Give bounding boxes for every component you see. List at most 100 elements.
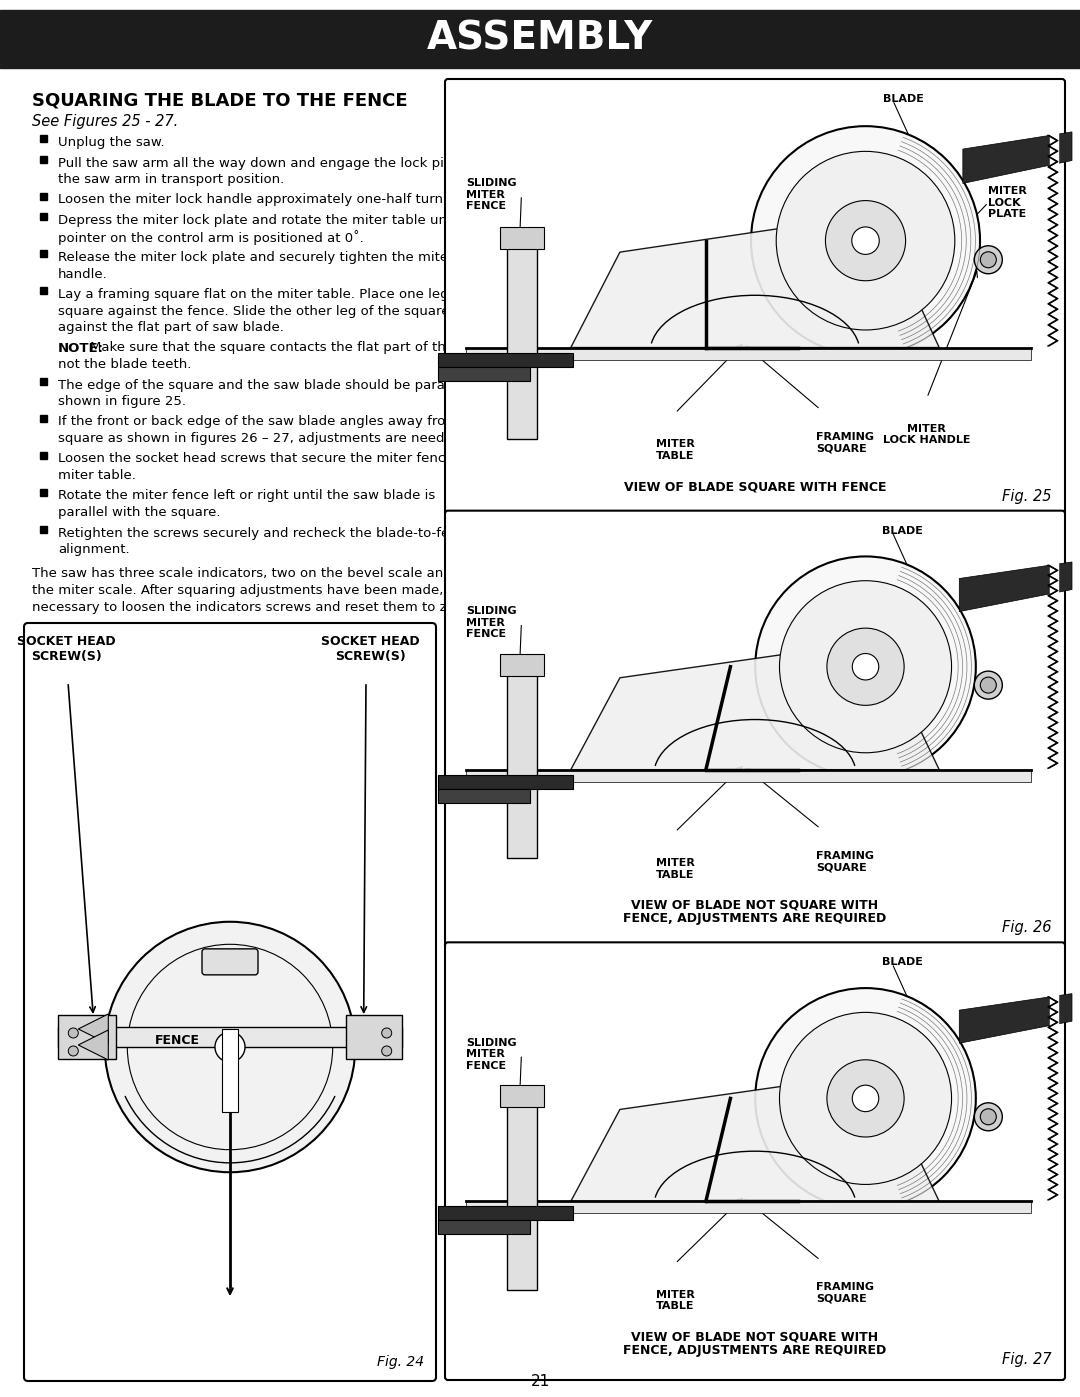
Text: the miter scale. After squaring adjustments have been made, it may be: the miter scale. After squaring adjustme…: [32, 584, 511, 597]
Circle shape: [381, 1046, 392, 1056]
Text: If the front or back edge of the saw blade angles away from the: If the front or back edge of the saw bla…: [58, 415, 484, 429]
Bar: [1050, 562, 1058, 771]
Circle shape: [981, 678, 997, 693]
Text: MITER
LOCK HANDLE: MITER LOCK HANDLE: [883, 423, 971, 446]
Text: MITER
TABLE: MITER TABLE: [656, 439, 694, 461]
Text: Make sure that the square contacts the flat part of the saw blade,: Make sure that the square contacts the f…: [91, 341, 530, 355]
Circle shape: [777, 151, 955, 330]
Bar: [40, 193, 48, 200]
Bar: [507, 655, 537, 858]
Circle shape: [827, 1060, 904, 1137]
Bar: [40, 525, 48, 532]
Circle shape: [755, 988, 976, 1208]
Text: SOCKET HEAD
SCREW(S): SOCKET HEAD SCREW(S): [16, 636, 116, 664]
Text: Release the miter lock plate and securely tighten the miter lock: Release the miter lock plate and securel…: [58, 251, 485, 264]
Text: FENCE: FENCE: [156, 1035, 200, 1048]
Bar: [438, 1207, 573, 1221]
Bar: [438, 1221, 530, 1235]
Text: against the flat part of saw blade.: against the flat part of saw blade.: [58, 321, 284, 334]
Text: FRAMING
SQUARE: FRAMING SQUARE: [816, 432, 875, 453]
Circle shape: [755, 556, 976, 777]
Text: Fig. 27: Fig. 27: [1002, 1352, 1052, 1368]
Circle shape: [780, 581, 951, 753]
Circle shape: [215, 1032, 245, 1062]
Text: The saw has three scale indicators, two on the bevel scale and one on: The saw has three scale indicators, two …: [32, 567, 502, 581]
Text: FENCE, ADJUSTMENTS ARE REQUIRED: FENCE, ADJUSTMENTS ARE REQUIRED: [623, 912, 887, 925]
Bar: [507, 1087, 537, 1289]
Text: MITER
TABLE: MITER TABLE: [656, 1289, 694, 1312]
FancyBboxPatch shape: [445, 80, 1065, 517]
Bar: [467, 348, 1031, 359]
Bar: [1050, 131, 1058, 349]
Text: MITER
LOCK
PLATE: MITER LOCK PLATE: [988, 186, 1027, 219]
Text: miter table.: miter table.: [58, 469, 136, 482]
Text: the saw arm in transport position.: the saw arm in transport position.: [58, 173, 284, 186]
Text: SLIDING
MITER
FENCE: SLIDING MITER FENCE: [467, 606, 517, 640]
Polygon shape: [571, 641, 940, 770]
Bar: [500, 1085, 543, 1108]
FancyBboxPatch shape: [202, 949, 258, 975]
Text: pointer on the control arm is positioned at 0˚.: pointer on the control arm is positioned…: [58, 231, 364, 246]
Circle shape: [105, 922, 355, 1172]
Text: square against the fence. Slide the other leg of the square: square against the fence. Slide the othe…: [58, 305, 449, 317]
Text: not the blade teeth.: not the blade teeth.: [58, 358, 191, 372]
Text: square as shown in figures 26 – 27, adjustments are needed.: square as shown in figures 26 – 27, adju…: [58, 432, 465, 446]
Bar: [40, 451, 48, 458]
Circle shape: [68, 1028, 79, 1038]
Text: ASSEMBLY: ASSEMBLY: [427, 20, 653, 59]
Text: Depress the miter lock plate and rotate the miter table until the: Depress the miter lock plate and rotate …: [58, 214, 486, 226]
Bar: [346, 1016, 402, 1059]
Circle shape: [974, 671, 1002, 698]
FancyBboxPatch shape: [24, 623, 436, 1382]
Text: SLIDING
MITER
FENCE: SLIDING MITER FENCE: [467, 179, 517, 211]
Bar: [438, 352, 573, 366]
Text: SOCKET HEAD
SCREW(S): SOCKET HEAD SCREW(S): [321, 636, 419, 664]
Text: NOTE:: NOTE:: [58, 341, 104, 355]
Bar: [438, 775, 573, 789]
Bar: [58, 1016, 117, 1059]
Circle shape: [381, 1028, 392, 1038]
Text: Fig. 24: Fig. 24: [377, 1355, 424, 1369]
Bar: [58, 1027, 402, 1046]
Bar: [438, 366, 530, 380]
Text: handle.: handle.: [58, 267, 108, 281]
Circle shape: [974, 246, 1002, 274]
Text: Rotate the miter fence left or right until the saw blade is: Rotate the miter fence left or right unt…: [58, 489, 435, 503]
Text: VIEW OF BLADE NOT SQUARE WITH: VIEW OF BLADE NOT SQUARE WITH: [632, 898, 878, 911]
Circle shape: [751, 126, 980, 355]
Bar: [1050, 993, 1058, 1203]
Text: alignment.: alignment.: [58, 543, 130, 556]
Bar: [40, 212, 48, 219]
Text: MITER
TABLE: MITER TABLE: [656, 858, 694, 880]
Text: SQUARING THE BLADE TO THE FENCE: SQUARING THE BLADE TO THE FENCE: [32, 92, 407, 110]
Text: BLADE: BLADE: [882, 94, 923, 103]
Text: shown in figure 25.: shown in figure 25.: [58, 395, 186, 408]
Text: Unplug the saw.: Unplug the saw.: [58, 136, 164, 149]
Polygon shape: [959, 562, 1072, 612]
Text: Loosen the miter lock handle approximately one-half turn.: Loosen the miter lock handle approximate…: [58, 194, 447, 207]
Bar: [500, 228, 543, 249]
Text: FRAMING
SQUARE: FRAMING SQUARE: [816, 1282, 875, 1303]
Bar: [40, 489, 48, 496]
Text: Fig. 25: Fig. 25: [1002, 489, 1052, 504]
Polygon shape: [79, 1030, 108, 1060]
Circle shape: [852, 654, 879, 680]
Bar: [40, 286, 48, 293]
Text: Fig. 26: Fig. 26: [1002, 921, 1052, 936]
Bar: [467, 1201, 1031, 1214]
Circle shape: [825, 201, 906, 281]
Text: VIEW OF BLADE SQUARE WITH FENCE: VIEW OF BLADE SQUARE WITH FENCE: [624, 481, 887, 493]
Polygon shape: [959, 993, 1072, 1044]
Polygon shape: [79, 1014, 108, 1044]
Polygon shape: [571, 214, 940, 348]
Text: necessary to loosen the indicators screws and reset them to zero.: necessary to loosen the indicators screw…: [32, 601, 472, 613]
Bar: [467, 770, 1031, 782]
Text: FRAMING
SQUARE: FRAMING SQUARE: [816, 851, 875, 872]
Bar: [507, 229, 537, 439]
Circle shape: [852, 226, 879, 254]
Circle shape: [852, 1085, 879, 1112]
Text: 21: 21: [530, 1375, 550, 1389]
Circle shape: [981, 1109, 997, 1125]
FancyBboxPatch shape: [445, 943, 1065, 1380]
Circle shape: [827, 629, 904, 705]
